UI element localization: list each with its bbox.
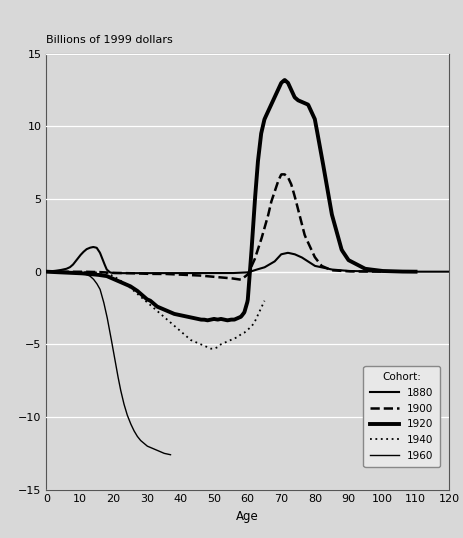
X-axis label: Age: Age bbox=[236, 510, 259, 523]
Legend: 1880, 1900, 1920, 1940, 1960: 1880, 1900, 1920, 1940, 1960 bbox=[363, 366, 440, 467]
Text: Billions of 1999 dollars: Billions of 1999 dollars bbox=[46, 35, 173, 45]
